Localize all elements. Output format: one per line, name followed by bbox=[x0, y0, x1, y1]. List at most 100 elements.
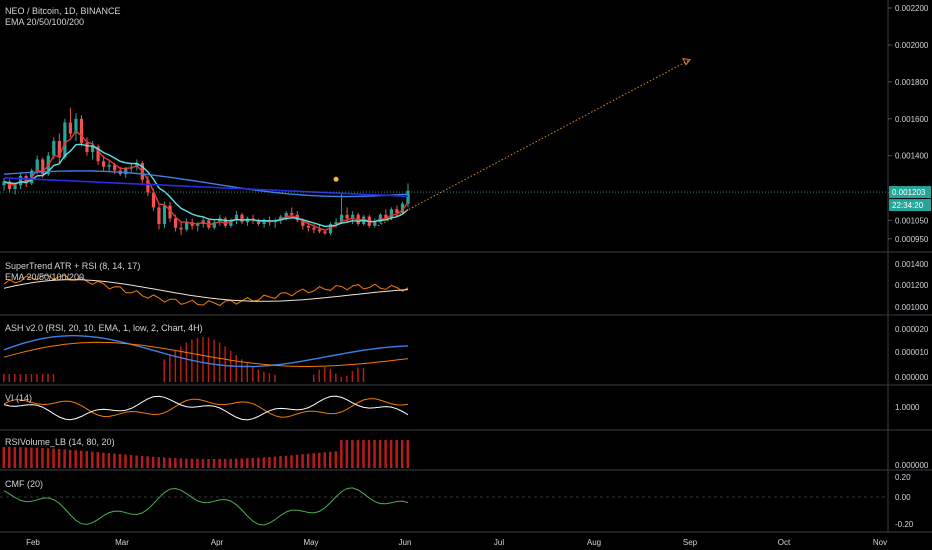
ash-histogram-bar bbox=[25, 374, 27, 382]
rsivolume-bar bbox=[262, 457, 266, 468]
ash-histogram-bar bbox=[202, 337, 204, 382]
candle bbox=[168, 205, 172, 219]
rsivolume-bar bbox=[8, 447, 11, 468]
candle bbox=[96, 146, 100, 162]
rsivolume-bar bbox=[234, 458, 238, 468]
ash-histogram-bar bbox=[19, 374, 22, 382]
rsivolume-bar bbox=[312, 453, 315, 468]
signal-marker bbox=[333, 176, 339, 182]
ash-histogram-bar bbox=[240, 359, 243, 382]
ash-histogram-bar bbox=[52, 374, 55, 382]
rsivolume-bar bbox=[223, 458, 227, 468]
ash-histogram-bar bbox=[213, 339, 215, 382]
rsivolume-bar bbox=[384, 440, 387, 468]
rsivolume-bar bbox=[306, 453, 310, 468]
ash-histogram-bar bbox=[268, 373, 271, 382]
x-tick-label: Feb bbox=[26, 538, 40, 547]
rsivolume-bar bbox=[251, 457, 255, 468]
ash-histogram-bar bbox=[36, 374, 38, 382]
ash-histogram-bar bbox=[274, 374, 276, 382]
ash-histogram-bar bbox=[30, 374, 33, 382]
candle bbox=[79, 118, 84, 143]
candle bbox=[223, 218, 227, 226]
candle bbox=[290, 212, 294, 215]
ash-histogram-bar bbox=[207, 337, 210, 382]
candle bbox=[52, 140, 56, 156]
rsivolume-bar bbox=[317, 452, 321, 468]
rsivolume-bar bbox=[395, 440, 398, 468]
rsivolume-bar bbox=[13, 447, 17, 468]
ash-histogram-bar bbox=[196, 337, 199, 382]
candle bbox=[68, 122, 73, 134]
x-tick-label: Aug bbox=[587, 538, 601, 547]
candle bbox=[135, 163, 139, 167]
price-tick-label: 0.002200 bbox=[895, 4, 929, 13]
panel5-tick: 0.20 bbox=[895, 473, 911, 482]
ash-histogram-bar bbox=[169, 355, 171, 382]
price-tick-label: 0.001800 bbox=[895, 78, 929, 87]
candle bbox=[212, 222, 216, 228]
rsivolume-bar bbox=[179, 458, 183, 468]
panel5-title: CMF (20) bbox=[5, 479, 43, 489]
candle bbox=[85, 142, 89, 152]
candle bbox=[389, 209, 393, 219]
candle bbox=[312, 227, 316, 230]
ema100-line bbox=[3, 170, 409, 198]
ash-orange-line bbox=[3, 341, 409, 367]
rsivolume-bar bbox=[207, 458, 210, 468]
candle bbox=[113, 164, 117, 171]
ash-histogram-bar bbox=[246, 363, 249, 382]
rsivolume-bar bbox=[46, 448, 50, 468]
ash-histogram-bar bbox=[185, 342, 188, 382]
panel1-title: SuperTrend ATR + RSI (8, 14, 17) bbox=[5, 261, 141, 271]
rsivolume-bar bbox=[246, 458, 249, 468]
candle bbox=[323, 231, 327, 234]
x-tick-label: May bbox=[303, 538, 318, 547]
rsivolume-bar bbox=[74, 450, 77, 468]
candle bbox=[35, 159, 39, 171]
ash-histogram-bar bbox=[174, 350, 177, 382]
rsivolume-bar bbox=[68, 449, 72, 468]
main-title: NEO / Bitcoin, 1D, BINANCE bbox=[5, 6, 121, 16]
panel4-title: RSIVolume_LB (14, 80, 20) bbox=[5, 437, 115, 447]
ash-histogram-bar bbox=[351, 371, 354, 382]
countdown-label: 22:34:20 bbox=[892, 201, 924, 210]
rsivolume-bar bbox=[63, 449, 66, 468]
rsivolume-bar bbox=[345, 440, 349, 468]
rsivolume-bar bbox=[389, 440, 393, 468]
vi-plus-line bbox=[3, 398, 409, 418]
ash-histogram-bar bbox=[357, 367, 359, 382]
price-tick-label: 0.000950 bbox=[895, 235, 929, 244]
ash-histogram-bar bbox=[329, 368, 332, 382]
ash-histogram-bar bbox=[312, 374, 315, 382]
ema50-line bbox=[3, 143, 409, 228]
candle bbox=[107, 164, 111, 167]
candle bbox=[162, 205, 167, 224]
rsivolume-bar bbox=[57, 448, 61, 468]
x-tick-label: Jul bbox=[494, 538, 504, 547]
cmf-line bbox=[3, 487, 409, 526]
rsivolume-bar bbox=[174, 458, 177, 468]
rsivolume-bar bbox=[118, 454, 122, 468]
candle bbox=[351, 214, 355, 219]
panel2-tick: 0.000010 bbox=[895, 348, 929, 357]
ash-histogram-bar bbox=[218, 342, 221, 382]
ash-histogram-bar bbox=[346, 375, 348, 382]
ash-histogram-bar bbox=[335, 373, 337, 382]
last-price-label: 0.001203 bbox=[892, 188, 926, 197]
rsivolume-bar bbox=[129, 455, 133, 468]
rsivolume-bar bbox=[162, 457, 166, 468]
ash-histogram-bar bbox=[252, 366, 254, 382]
rsivolume-bar bbox=[351, 440, 354, 468]
ash-histogram-bar bbox=[163, 359, 165, 382]
rsivolume-bar bbox=[140, 455, 144, 468]
candle bbox=[395, 209, 399, 213]
rsivolume-bar bbox=[35, 447, 39, 468]
panel3-tick: 1.0000 bbox=[895, 403, 920, 412]
projection-line bbox=[377, 59, 691, 227]
candle bbox=[234, 214, 239, 221]
ash-blue-line bbox=[3, 335, 409, 368]
rsivolume-bar bbox=[52, 448, 55, 468]
candle bbox=[406, 190, 410, 204]
